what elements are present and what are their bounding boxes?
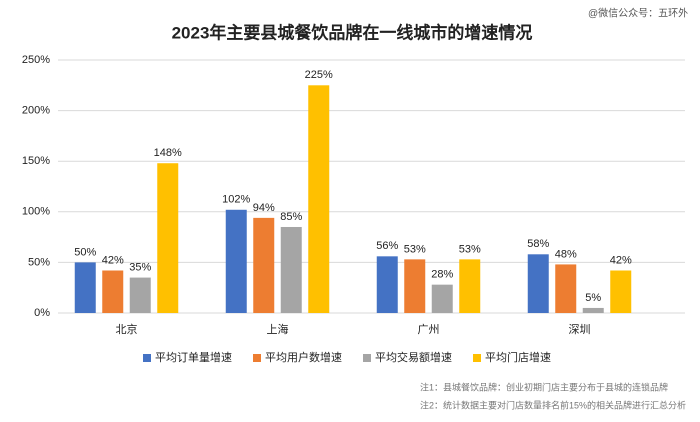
- y-tick-label: 100%: [22, 206, 50, 218]
- x-tick-label: 深圳: [569, 323, 591, 336]
- value-label: 48%: [555, 248, 577, 260]
- value-label: 35%: [129, 261, 151, 273]
- legend-label: 平均交易额增速: [375, 350, 452, 364]
- bar: [225, 209, 247, 313]
- bar: [582, 307, 604, 313]
- value-label: 94%: [253, 202, 275, 214]
- legend-swatch: [143, 354, 151, 362]
- bar: [253, 217, 275, 313]
- value-label: 58%: [527, 238, 549, 250]
- value-label: 53%: [459, 243, 481, 255]
- value-label: 50%: [74, 246, 96, 258]
- x-tick-label: 北京: [116, 322, 138, 336]
- bar: [280, 226, 302, 313]
- value-label: 56%: [376, 240, 398, 252]
- bar: [459, 259, 481, 313]
- value-label: 148%: [154, 147, 182, 159]
- bar: [404, 259, 426, 313]
- value-label: 42%: [610, 254, 632, 266]
- y-tick-label: 50%: [28, 256, 50, 268]
- legend-swatch: [253, 354, 261, 362]
- bar: [102, 270, 124, 313]
- y-tick-label: 0%: [34, 307, 50, 319]
- bar: [74, 262, 96, 313]
- legend-swatch: [473, 354, 481, 362]
- value-label: 5%: [585, 292, 601, 304]
- y-tick-label: 200%: [22, 105, 50, 117]
- legend-label: 平均用户数增速: [265, 350, 342, 364]
- value-label: 53%: [404, 243, 426, 255]
- watermark: @微信公众号：五环外: [588, 7, 688, 20]
- bar: [129, 277, 151, 313]
- value-label: 42%: [102, 254, 124, 266]
- legend-label: 平均门店增速: [485, 350, 551, 364]
- bar: [431, 284, 453, 313]
- legend-label: 平均订单量增速: [155, 350, 232, 364]
- bar: [157, 163, 179, 313]
- value-label: 225%: [305, 69, 333, 81]
- bar: [610, 270, 632, 313]
- note: 注2：统计数据主要对门店数量排名前15%的相关品牌进行汇总分析: [420, 399, 686, 410]
- x-tick-label: 上海: [267, 322, 289, 336]
- x-tick-label: 广州: [418, 323, 440, 336]
- bar: [527, 254, 549, 313]
- y-tick-label: 150%: [22, 155, 50, 167]
- bar: [555, 264, 577, 313]
- bar: [376, 256, 398, 313]
- value-label: 28%: [431, 269, 453, 281]
- value-label: 85%: [280, 211, 302, 223]
- value-label: 102%: [222, 194, 250, 206]
- note: 注1：县城餐饮品牌：创业初期门店主要分布于县城的连锁品牌: [420, 381, 668, 392]
- bar: [308, 85, 330, 313]
- chart-title: 2023年主要县城餐饮品牌在一线城市的增速情况: [172, 22, 533, 42]
- y-tick-label: 250%: [22, 54, 50, 66]
- legend-swatch: [363, 354, 371, 362]
